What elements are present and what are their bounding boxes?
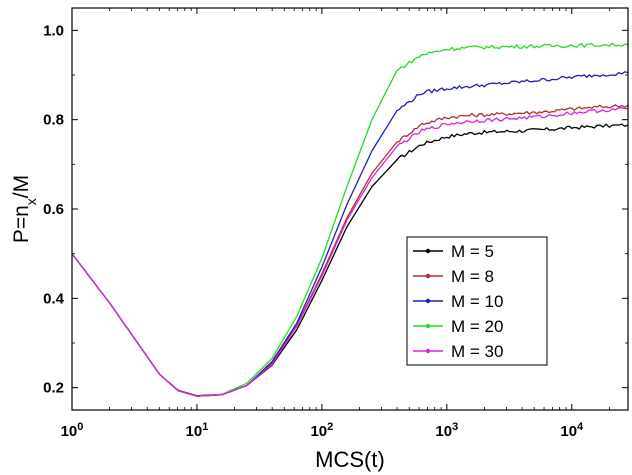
y-tick-label: 0.2 bbox=[43, 380, 64, 397]
ticks-layer: 100 101 102 103 104 0.2 0.4 0.6 0.8 1.0 bbox=[43, 8, 628, 440]
y-tick-label: 0.8 bbox=[43, 112, 64, 129]
x-tick-label: 100 bbox=[61, 421, 84, 440]
x-tick-label: 104 bbox=[560, 421, 584, 440]
y-axis-label: P=nx/M bbox=[10, 175, 39, 243]
x-axis-label: MCS(t) bbox=[315, 447, 385, 472]
legend-swatch-marker bbox=[425, 248, 431, 254]
series-line-m30 bbox=[71, 107, 629, 397]
y-axis-label-sub: x bbox=[23, 198, 39, 205]
legend-label: M = 5 bbox=[451, 242, 494, 261]
legend-swatch-marker bbox=[425, 323, 431, 329]
legend: M = 5 M = 8 M = 10 M = 20 M = 30 bbox=[406, 236, 548, 366]
x-tick-label: 102 bbox=[310, 421, 333, 440]
legend-label: M = 10 bbox=[451, 292, 503, 311]
y-axis-label-tail: /M bbox=[10, 175, 33, 198]
legend-swatch-marker bbox=[425, 298, 431, 304]
y-tick-label: 0.4 bbox=[43, 290, 65, 307]
legend-label: M = 30 bbox=[451, 342, 503, 361]
legend-label: M = 8 bbox=[451, 267, 494, 286]
y-axis-label-main: P=n bbox=[10, 205, 33, 243]
legend-label: M = 20 bbox=[451, 317, 503, 336]
y-tick-label: 1.0 bbox=[43, 22, 64, 39]
x-tick-label: 101 bbox=[186, 421, 209, 440]
x-tick-label: 103 bbox=[435, 421, 458, 440]
legend-swatch-marker bbox=[425, 273, 431, 279]
legend-swatch-marker bbox=[425, 348, 431, 354]
series-layer bbox=[71, 42, 629, 397]
legend-items: M = 5 M = 8 M = 10 M = 20 M = 30 bbox=[413, 242, 503, 361]
y-tick-label: 0.6 bbox=[43, 201, 64, 218]
